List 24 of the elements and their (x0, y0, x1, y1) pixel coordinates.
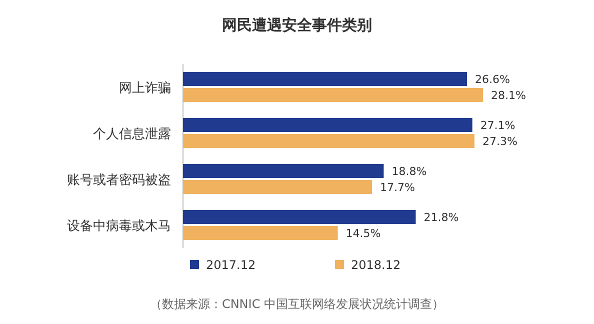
y-tick-label: 网上诈骗 (119, 81, 171, 96)
bar (183, 164, 384, 178)
bar (183, 72, 467, 86)
y-tick-label: 设备中病毒或木马 (67, 219, 171, 234)
legend-label: 2018.12 (351, 258, 401, 272)
y-tick-label: 个人信息泄露 (93, 127, 171, 142)
bar (183, 180, 372, 194)
bar (183, 118, 472, 132)
chart-title: 网民遭遇安全事件类别 (222, 16, 372, 34)
bar (183, 226, 338, 240)
bar (183, 88, 483, 102)
text: （数据来源：CNNIC 中国互联网络发展状况统计调查） (150, 297, 444, 311)
data-label: 28.1% (491, 89, 526, 102)
bar (183, 134, 474, 148)
y-tick-label: 账号或者密码被盗 (67, 173, 171, 188)
data-label: 18.8% (392, 165, 427, 178)
legend-label: 2017.12 (206, 258, 256, 272)
data-label: 14.5% (346, 227, 381, 240)
data-label: 26.6% (474, 73, 510, 86)
data-label: 17.7% (380, 181, 415, 194)
data-label: 21.8% (424, 211, 459, 224)
bar (183, 210, 416, 224)
data-label: 27.3% (482, 135, 518, 148)
data-label: 27.1% (480, 119, 516, 132)
